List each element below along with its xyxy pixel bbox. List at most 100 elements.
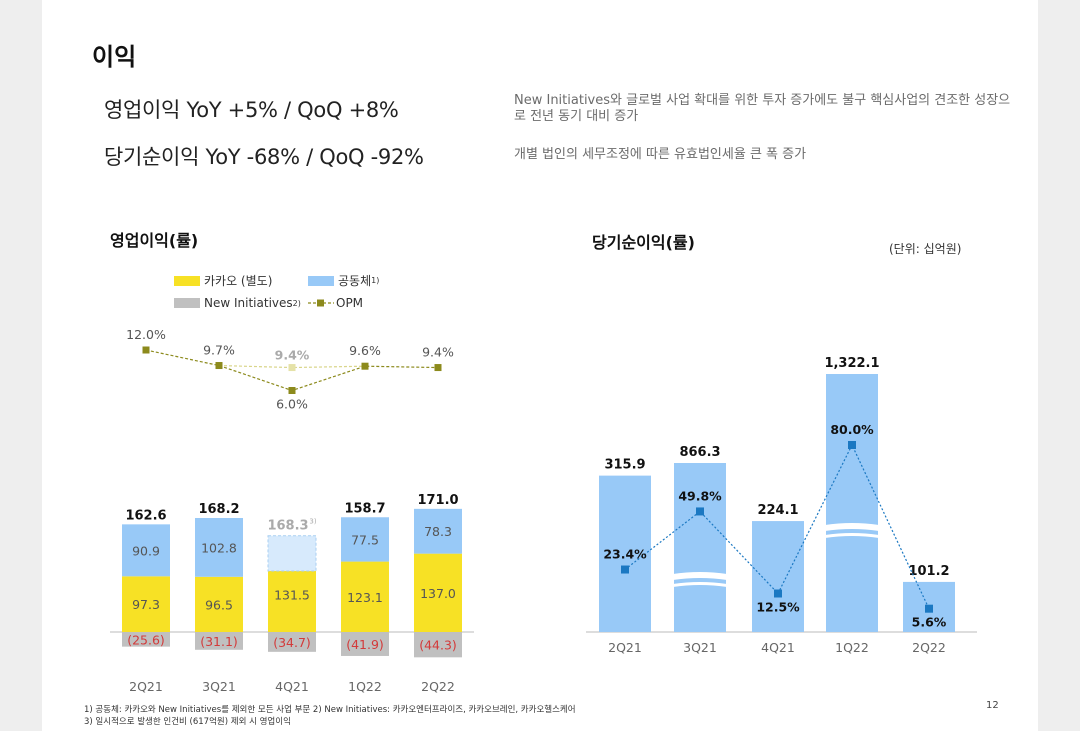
ni-label-total: 101.2 <box>908 564 949 579</box>
op-label-community: 90.9 <box>132 543 160 558</box>
op-label-adjusted-sup: 3) <box>309 518 316 526</box>
op-bar-new-initiatives <box>341 632 389 656</box>
note-net-income: 개별 법인의 세무조정에 따른 유효법인세율 큰 폭 증가 <box>514 147 807 162</box>
op-bar-new-initiatives <box>122 632 170 647</box>
op-label-community: 102.8 <box>201 540 237 555</box>
op-bar-community <box>122 524 170 577</box>
op-label-total: 162.6 <box>125 508 166 523</box>
op-opm-point <box>361 362 369 370</box>
charts-canvas: 97.3 90.9 (25.6) 162.6 2Q21 96.5 102.8 (31.1) 16… <box>110 327 977 694</box>
op-opm-adjusted-line <box>218 364 366 369</box>
ni-margin-point <box>696 507 704 516</box>
op-opm-point <box>288 387 296 394</box>
op-label-kakao: 96.5 <box>205 597 233 612</box>
legend-kakao-swatch <box>174 275 200 286</box>
op-label-community: 77.5 <box>351 532 379 547</box>
legend-opm: OPM <box>308 296 363 310</box>
headline-net-income: 당기순이익 YoY -68% / QoQ -92% <box>104 145 424 169</box>
legend-opm-marker <box>308 299 334 307</box>
op-bar-new-initiatives <box>195 632 243 650</box>
op-label-new-initiatives: (41.9) <box>346 637 384 652</box>
op-opm-adjusted-label: 9.4% <box>275 348 310 363</box>
legend-opm-label: OPM <box>336 296 364 310</box>
op-label-new-initiatives: (31.1) <box>200 634 238 649</box>
op-opm-point <box>142 346 150 354</box>
ni-bar <box>599 475 651 632</box>
op-label-kakao: 97.3 <box>132 597 160 612</box>
ni-margin-label: 49.8% <box>678 488 722 503</box>
op-opm-point <box>215 362 223 370</box>
legend-new-initiatives-label: New Initiatives <box>204 296 293 310</box>
chart-title-net-income: 당기순이익(률) <box>592 233 695 252</box>
op-opm-label: 12.0% <box>126 327 166 342</box>
chart-title-operating-profit: 영업이익(률) <box>110 231 199 250</box>
op-label-new-initiatives: (44.3) <box>419 638 457 653</box>
legend-kakao-label: 카카오 (별도) <box>204 274 273 288</box>
op-label-new-initiatives: (25.6) <box>127 632 165 647</box>
op-opm-label: 9.4% <box>422 345 454 360</box>
ni-axis-break <box>825 533 879 538</box>
ni-margin-point <box>621 565 629 574</box>
ni-axis-break <box>673 582 727 587</box>
op-xtick: 4Q21 <box>275 679 309 694</box>
footnote-2: 3) 일시적으로 발생한 인건비 (617억원) 제외 시 영업이익 <box>84 717 291 727</box>
legend-community-sup: 1) <box>371 276 380 285</box>
legend-new-initiatives-swatch <box>174 298 200 308</box>
op-opm-label: 9.7% <box>203 343 235 358</box>
op-bar-new-initiatives <box>268 632 316 652</box>
op-label-kakao: 131.5 <box>274 587 310 602</box>
legend-new-initiatives-sup: 2) <box>292 298 301 308</box>
op-bar-new-initiatives <box>414 632 462 658</box>
ni-xtick: 2Q21 <box>608 640 642 655</box>
legend-community: 공동체 1) <box>308 272 379 289</box>
op-bar-community <box>414 508 462 554</box>
ni-margin-label: 80.0% <box>830 422 874 437</box>
op-bar-kakao <box>341 561 389 632</box>
ni-margin-label: 5.6% <box>912 615 947 630</box>
note-operating-profit: New Initiatives와 글로벌 사업 확대를 위한 투자 증가에도 불… <box>514 93 1011 124</box>
ni-bar <box>752 521 804 632</box>
op-label-community: 78.3 <box>424 524 452 539</box>
ni-axis-break <box>673 572 727 580</box>
op-label-new-initiatives: (34.7) <box>273 635 311 650</box>
ni-xtick: 3Q21 <box>683 640 717 655</box>
legend-new-initiatives: New Initiatives 2) <box>174 296 301 310</box>
op-opm-adjusted-point <box>288 364 296 372</box>
op-label-total: 168.2 <box>198 502 239 517</box>
op-xtick: 2Q21 <box>129 679 163 694</box>
slide: 이익 영업이익 YoY +5% / QoQ +8% 당기순이익 YoY -68%… <box>42 0 1038 731</box>
ni-margin-point <box>774 589 782 598</box>
legend-kakao: 카카오 (별도) <box>174 272 272 289</box>
footnote-1: 1) 공동체: 카카오와 New Initiatives를 제외한 모든 사업 … <box>84 705 576 715</box>
ni-label-total: 315.9 <box>604 458 645 473</box>
op-label-adjusted-total: 168.3 <box>267 519 308 534</box>
ni-margin-label: 23.4% <box>603 547 647 562</box>
ni-xtick: 2Q22 <box>912 640 946 655</box>
page-title: 이익 <box>92 43 137 71</box>
page-number: 12 <box>986 700 999 711</box>
ni-label-total: 224.1 <box>757 503 798 518</box>
ni-xtick: 4Q21 <box>761 640 795 655</box>
ni-margin-label: 12.5% <box>756 600 800 615</box>
op-bar-kakao <box>414 553 462 632</box>
unit-label: (단위: 십억원) <box>889 242 962 256</box>
op-xtick: 1Q22 <box>348 679 382 694</box>
ni-bar <box>674 463 726 632</box>
op-bar-adjusted-4q21 <box>267 535 317 572</box>
op-xtick: 2Q22 <box>421 679 455 694</box>
op-xtick: 3Q21 <box>202 679 236 694</box>
op-bar-community <box>195 518 243 577</box>
op-label-total: 171.0 <box>417 493 458 508</box>
op-opm-label: 9.6% <box>349 343 381 358</box>
op-label-kakao: 137.0 <box>420 586 456 601</box>
op-bar-kakao <box>122 576 170 632</box>
ni-bar <box>826 374 878 632</box>
ni-xtick: 1Q22 <box>835 640 869 655</box>
op-opm-point <box>434 364 442 372</box>
ni-label-total: 1,322.1 <box>824 356 879 371</box>
op-opm-label: 6.0% <box>276 397 308 412</box>
ni-margin-point <box>925 604 933 613</box>
ni-label-total: 866.3 <box>679 445 720 460</box>
op-bar-kakao <box>195 576 243 632</box>
ni-margin-point <box>848 441 856 449</box>
